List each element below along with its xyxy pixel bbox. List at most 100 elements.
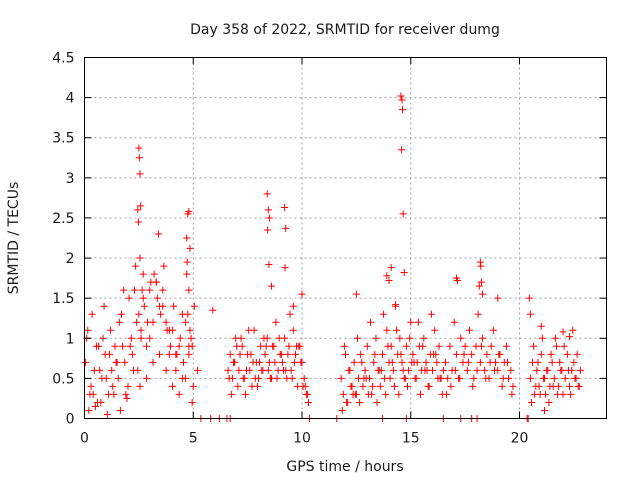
data-point [457, 334, 465, 342]
data-point [340, 342, 348, 350]
data-point [417, 390, 425, 398]
data-point [264, 226, 272, 234]
data-point [392, 301, 400, 309]
data-point [431, 326, 439, 334]
data-point [561, 374, 569, 382]
data-point [550, 374, 558, 382]
data-point [383, 272, 391, 280]
data-point [543, 366, 551, 374]
data-point [382, 390, 390, 398]
data-point [490, 366, 498, 374]
data-point [95, 342, 103, 350]
data-point [399, 210, 407, 218]
data-point [229, 358, 237, 366]
data-point [100, 302, 108, 310]
data-point [175, 342, 183, 350]
data-point [88, 310, 96, 318]
data-point [186, 326, 194, 334]
data-point [190, 302, 198, 310]
data-point [481, 366, 489, 374]
data-point [363, 342, 371, 350]
data-point [136, 254, 144, 262]
data-point [508, 390, 516, 398]
data-point [537, 322, 545, 330]
data-point [245, 326, 253, 334]
data-point [569, 326, 577, 334]
data-point [90, 366, 98, 374]
data-point [477, 262, 485, 270]
data-point [551, 334, 559, 342]
data-point [262, 342, 270, 350]
data-point [133, 318, 141, 326]
y-tick-label: 1.5 [52, 291, 74, 307]
data-point [401, 374, 409, 382]
data-point [134, 218, 142, 226]
data-point [251, 374, 259, 382]
data-point [390, 382, 398, 390]
data-point [507, 366, 515, 374]
data-point [111, 342, 119, 350]
grid-lines [84, 57, 607, 419]
data-point [160, 262, 168, 270]
data-point [536, 390, 544, 398]
axis-ticks: 0 0.5 1 1.5 2 2.5 3 3.5 4 4.5 0 5 10 15 20 [52, 51, 607, 447]
data-point [432, 350, 440, 358]
data-point [362, 374, 370, 382]
data-point [149, 358, 157, 366]
data-point [356, 398, 364, 406]
data-point [178, 310, 186, 318]
data-point [86, 390, 94, 398]
data-point [271, 358, 279, 366]
data-point [337, 374, 345, 382]
data-point [409, 350, 417, 358]
data-point [343, 398, 351, 406]
data-point [412, 374, 420, 382]
data-point [349, 390, 357, 398]
data-point [387, 264, 395, 272]
data-point [107, 326, 115, 334]
data-point [153, 294, 161, 302]
data-point [494, 294, 502, 302]
data-point [375, 366, 383, 374]
y-tick-label: 2 [66, 251, 75, 267]
data-point [399, 366, 407, 374]
data-point [236, 350, 244, 358]
data-point [564, 366, 572, 374]
data-point [265, 214, 273, 222]
data-point [372, 334, 380, 342]
data-point [91, 402, 99, 410]
data-point [183, 258, 191, 266]
data-point [338, 406, 346, 414]
data-point [150, 270, 158, 278]
data-point [140, 302, 148, 310]
data-point [487, 342, 495, 350]
data-point [146, 334, 154, 342]
data-point [486, 358, 494, 366]
data-point [165, 350, 173, 358]
data-point [156, 350, 164, 358]
data-point [154, 230, 162, 238]
data-point [353, 334, 361, 342]
data-point [137, 202, 145, 210]
y-tick-label: 3.5 [52, 131, 74, 147]
data-point [288, 374, 296, 382]
data-point [422, 358, 430, 366]
data-point [115, 318, 123, 326]
data-point [286, 310, 294, 318]
data-point [109, 382, 117, 390]
data-point [136, 382, 144, 390]
data-point [137, 326, 145, 334]
data-point [473, 366, 481, 374]
data-point [435, 342, 443, 350]
data-point [450, 318, 458, 326]
data-point [301, 382, 309, 390]
data-point [476, 358, 484, 366]
data-point [398, 146, 406, 154]
data-point [470, 374, 478, 382]
data-point [378, 350, 386, 358]
y-tick-label: 1 [66, 331, 75, 347]
data-point [571, 374, 579, 382]
data-point [361, 366, 369, 374]
